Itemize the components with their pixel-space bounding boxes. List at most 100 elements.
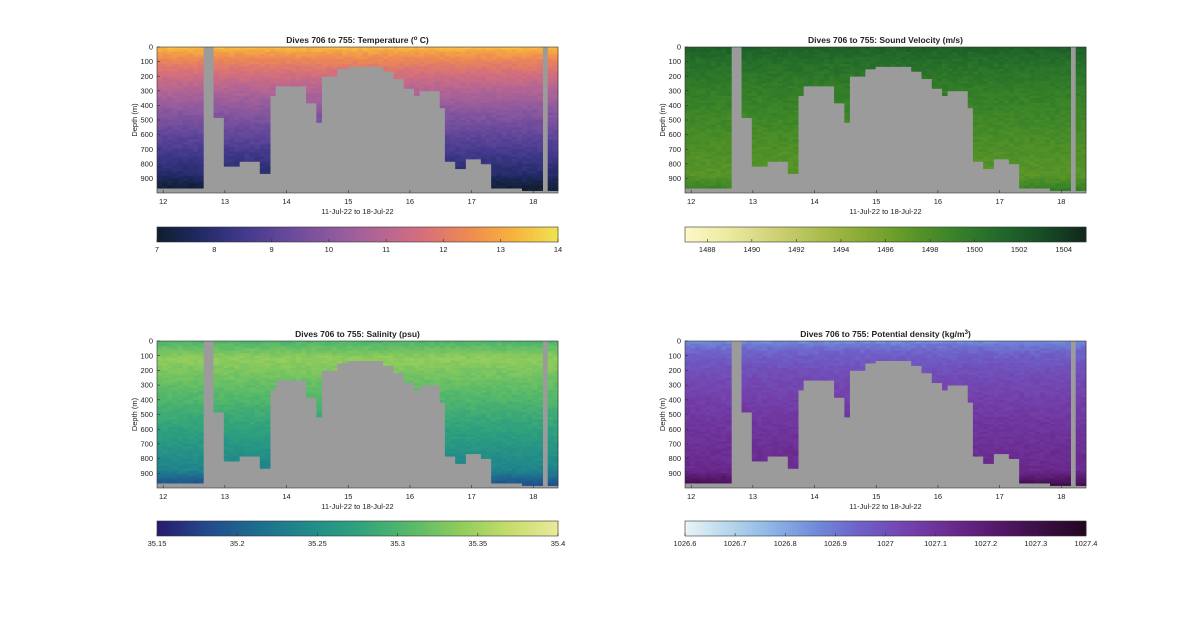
y-tick-label: 800 [140, 454, 153, 463]
x-tick-label: 16 [406, 197, 414, 206]
colorbar-tick-label: 1027.3 [1024, 539, 1047, 548]
y-tick-label: 200 [140, 366, 153, 375]
y-tick-label: 800 [140, 159, 153, 168]
chart-title-tail: C) [417, 35, 429, 45]
y-tick-label: 600 [140, 130, 153, 139]
y-tick-label: 500 [668, 410, 681, 419]
colorbar-tick-label: 14 [554, 245, 562, 254]
chart-title-superscript: o [414, 36, 418, 42]
x-tick-label: 13 [749, 197, 757, 206]
colorbar-tick-label: 12 [439, 245, 447, 254]
colorbar-tick-label: 35.25 [308, 539, 327, 548]
x-tick-label: 15 [872, 492, 880, 501]
colorbar-tick-label: 10 [325, 245, 333, 254]
colorbar-tick-label: 9 [269, 245, 273, 254]
colorbar-tick-label: 13 [497, 245, 505, 254]
y-tick-label: 200 [668, 366, 681, 375]
colorbar-tick-label: 1027.4 [1075, 539, 1098, 548]
chart-title: Dives 706 to 755: Sound Velocity (m/s) [808, 35, 963, 45]
x-axis-label: 11-Jul-22 to 18-Jul-22 [849, 207, 921, 216]
x-tick-label: 15 [344, 492, 352, 501]
colorbar: 1488 1490 1492 1494 1496 1498 1500 1502 1504 [684, 226, 1087, 254]
y-tick-label: 500 [668, 116, 681, 125]
colorbar-tick-label: 1026.9 [824, 539, 847, 548]
x-tick-label: 17 [995, 197, 1003, 206]
x-tick-label: 15 [344, 197, 352, 206]
chart-panel-4: Dives 706 to 755: Potential density (kg/… [658, 329, 1097, 548]
y-tick-label: 100 [668, 351, 681, 360]
y-tick-label: 900 [140, 469, 153, 478]
x-tick-label: 12 [687, 492, 695, 501]
y-tick-label: 900 [140, 174, 153, 183]
y-tick-label: 100 [140, 351, 153, 360]
colorbar-tick-label: 1490 [743, 245, 760, 254]
y-tick-label: 400 [668, 395, 681, 404]
y-tick-label: 0 [149, 43, 153, 52]
chart-title-superscript: 3 [965, 330, 969, 336]
y-tick-label: 200 [140, 72, 153, 81]
x-tick-label: 14 [282, 492, 290, 501]
x-tick-label: 18 [1057, 492, 1065, 501]
y-tick-label: 400 [140, 101, 153, 110]
y-tick-label: 600 [668, 425, 681, 434]
y-tick-label: 900 [668, 469, 681, 478]
colorbar-tick-label: 7 [155, 245, 159, 254]
x-tick-label: 17 [467, 492, 475, 501]
chart-panel-1: Dives 706 to 755: Temperature (o C) 0 100 2… [130, 35, 562, 254]
chart-title: Dives 706 to 755: Potential density (kg/… [800, 329, 971, 339]
x-tick-label: 14 [282, 197, 290, 206]
colorbar-tick-label: 1488 [699, 245, 716, 254]
colorbar-tick-label: 1027.2 [974, 539, 997, 548]
chart-title-main: Dives 706 to 755: Potential density (kg/… [800, 329, 965, 339]
x-tick-label: 12 [159, 197, 167, 206]
y-tick-label: 200 [668, 72, 681, 81]
x-tick-label: 14 [810, 492, 818, 501]
y-tick-label: 700 [140, 440, 153, 449]
chart-title-main: Dives 706 to 755: Sound Velocity (m/s) [808, 35, 963, 45]
y-tick-label: 300 [140, 381, 153, 390]
x-tick-label: 18 [529, 492, 537, 501]
colorbar-tick-label: 1026.6 [674, 539, 697, 548]
colorbar: 1026.6 1026.7 1026.8 1026.9 1027 1027.1 1027.2… [674, 520, 1098, 548]
chart-title-main: Dives 706 to 755: Salinity (psu) [295, 329, 420, 339]
y-tick-label: 600 [668, 130, 681, 139]
colorbar-tick-label: 1027 [877, 539, 894, 548]
y-tick-label: 600 [140, 425, 153, 434]
y-axis-label: Depth (m) [658, 103, 667, 137]
colorbar-tick-label: 1498 [922, 245, 939, 254]
y-tick-label: 700 [140, 145, 153, 154]
colorbar-tick-label: 8 [212, 245, 216, 254]
y-tick-label: 700 [668, 440, 681, 449]
heatmap-cells [685, 47, 1087, 191]
x-tick-label: 18 [529, 197, 537, 206]
y-tick-label: 500 [140, 116, 153, 125]
y-tick-label: 500 [140, 410, 153, 419]
y-tick-label: 700 [668, 145, 681, 154]
y-tick-label: 300 [668, 381, 681, 390]
y-tick-label: 300 [668, 86, 681, 95]
x-tick-label: 14 [810, 197, 818, 206]
colorbar-frame [156, 520, 559, 537]
heatmap-cells [157, 47, 559, 191]
x-tick-label: 13 [221, 492, 229, 501]
y-tick-label: 400 [140, 395, 153, 404]
heatmap-cells [685, 341, 1087, 486]
colorbar-tick-label: 35.4 [551, 539, 566, 548]
y-tick-label: 0 [149, 337, 153, 346]
colorbar-tick-label: 1027.1 [924, 539, 947, 548]
colorbar-tick-label: 35.15 [148, 539, 167, 548]
x-tick-label: 15 [872, 197, 880, 206]
y-tick-label: 900 [668, 174, 681, 183]
x-tick-label: 12 [159, 492, 167, 501]
x-axis-label: 11-Jul-22 to 18-Jul-22 [849, 502, 921, 511]
chart-title: Dives 706 to 755: Salinity (psu) [295, 329, 420, 339]
colorbar-tick-label: 1502 [1011, 245, 1028, 254]
colorbar-tick-label: 1504 [1055, 245, 1072, 254]
colorbar-tick-label: 1494 [833, 245, 850, 254]
y-axis-label: Depth (m) [130, 397, 139, 431]
x-tick-label: 12 [687, 197, 695, 206]
y-tick-label: 400 [668, 101, 681, 110]
chart-title-tail: ) [968, 329, 971, 339]
x-tick-label: 17 [467, 197, 475, 206]
